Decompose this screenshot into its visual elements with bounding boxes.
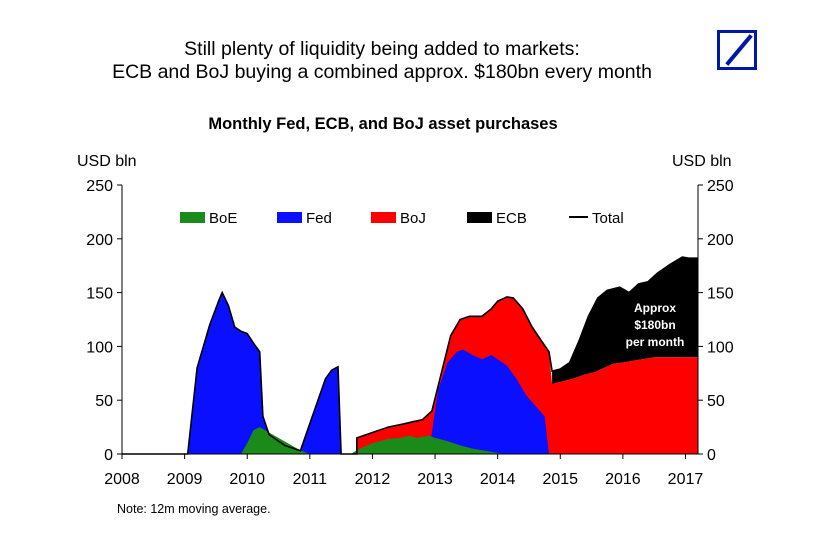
- series-ecb-area: [552, 257, 698, 385]
- legend-swatch-ecb: [467, 212, 492, 223]
- annotation-line: Approx: [634, 301, 676, 315]
- chart-title: Monthly Fed, ECB, and BoJ asset purchase…: [208, 115, 558, 133]
- deutsche-bank-logo: [717, 30, 757, 70]
- y-tick-label-left: 50: [95, 393, 113, 410]
- y-axis-label-right: USD bln: [672, 153, 732, 170]
- header-title-line-1: Still plenty of liquidity being added to…: [184, 38, 580, 60]
- series-fed-area: [187, 292, 549, 454]
- x-tick-label: 2016: [605, 471, 641, 488]
- series-total-line: [122, 256, 698, 455]
- y-tick-label-left: 200: [86, 232, 113, 249]
- legend-label-boe: BoE: [209, 210, 237, 227]
- x-tick-label: 2010: [229, 471, 265, 488]
- x-tick-label: 2017: [668, 471, 704, 488]
- y-tick-label-right: 150: [707, 286, 734, 303]
- y-tick-label-right: 200: [707, 232, 734, 249]
- y-tick-label-left: 250: [86, 178, 113, 195]
- legend-label-fed: Fed: [306, 210, 332, 227]
- x-tick-label: 2014: [480, 471, 516, 488]
- y-tick-label-left: 100: [86, 339, 113, 356]
- x-tick-label: 2012: [355, 471, 391, 488]
- legend: BoE Fed BoJ ECB Total: [180, 210, 624, 227]
- legend-swatch-boe: [180, 212, 205, 223]
- legend-swatch-fed: [277, 212, 302, 223]
- y-tick-label-right: 50: [707, 393, 725, 410]
- y-tick-label-right: 250: [707, 178, 734, 195]
- x-tick-label: 2013: [417, 471, 453, 488]
- x-tick-label: 2015: [542, 471, 578, 488]
- legend-swatch-boj: [371, 212, 396, 223]
- y-tick-label-right: 100: [707, 339, 734, 356]
- chart-note: Note: 12m moving average.: [117, 502, 271, 516]
- area-layer: [122, 256, 698, 455]
- y-tick-label-right: 0: [707, 447, 716, 464]
- x-tick-label: 2008: [104, 471, 140, 488]
- axes-layer: 0 0 50 50 100 100 150 150 200 200 250 250 2008 2009 20…: [86, 178, 734, 488]
- legend-label-boj: BoJ: [400, 210, 426, 227]
- x-tick-label: 2009: [167, 471, 203, 488]
- y-axis-label-left: USD bln: [77, 153, 137, 170]
- annotation-line: $180bn: [634, 318, 675, 332]
- header-title-line-2: ECB and BoJ buying a combined approx. $1…: [112, 61, 652, 83]
- annotation-line: per month: [626, 335, 685, 349]
- legend-label-total: Total: [592, 210, 624, 227]
- x-tick-label: 2011: [293, 471, 328, 488]
- series-boe-area: [241, 427, 504, 454]
- annotation-approx-180bn: Approx $180bn per month: [626, 301, 685, 349]
- legend-label-ecb: ECB: [496, 210, 527, 227]
- y-tick-label-left: 0: [104, 447, 113, 464]
- y-tick-label-left: 150: [86, 286, 113, 303]
